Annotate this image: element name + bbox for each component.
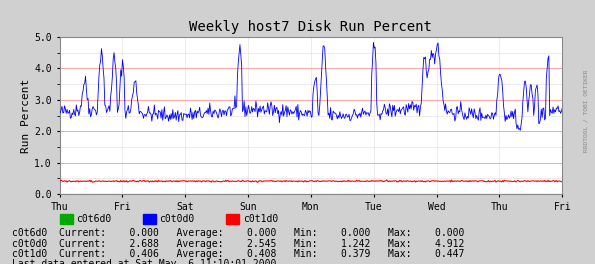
Y-axis label: Run Percent: Run Percent xyxy=(21,78,32,153)
Text: c0t6d0: c0t6d0 xyxy=(76,214,111,224)
Title: Weekly host7 Disk Run Percent: Weekly host7 Disk Run Percent xyxy=(189,20,433,34)
Text: c0t6d0  Current:    0.000   Average:    0.000   Min:    0.000   Max:    0.000: c0t6d0 Current: 0.000 Average: 0.000 Min… xyxy=(12,228,464,238)
Text: c0t1d0: c0t1d0 xyxy=(243,214,278,224)
Text: RRDTOOL / TOBI OETIKER: RRDTOOL / TOBI OETIKER xyxy=(584,70,588,152)
Bar xyxy=(143,214,156,224)
Text: c0t0d0  Current:    2.688   Average:    2.545   Min:    1.242   Max:    4.912: c0t0d0 Current: 2.688 Average: 2.545 Min… xyxy=(12,239,464,249)
Text: c0t1d0  Current:    0.406   Average:    0.408   Min:    0.379   Max:    0.447: c0t1d0 Current: 0.406 Average: 0.408 Min… xyxy=(12,249,464,260)
Text: c0t0d0: c0t0d0 xyxy=(159,214,195,224)
Text: Last data entered at Sat May  6 11:10:01 2000.: Last data entered at Sat May 6 11:10:01 … xyxy=(12,259,282,264)
Bar xyxy=(60,214,73,224)
Bar xyxy=(226,214,239,224)
